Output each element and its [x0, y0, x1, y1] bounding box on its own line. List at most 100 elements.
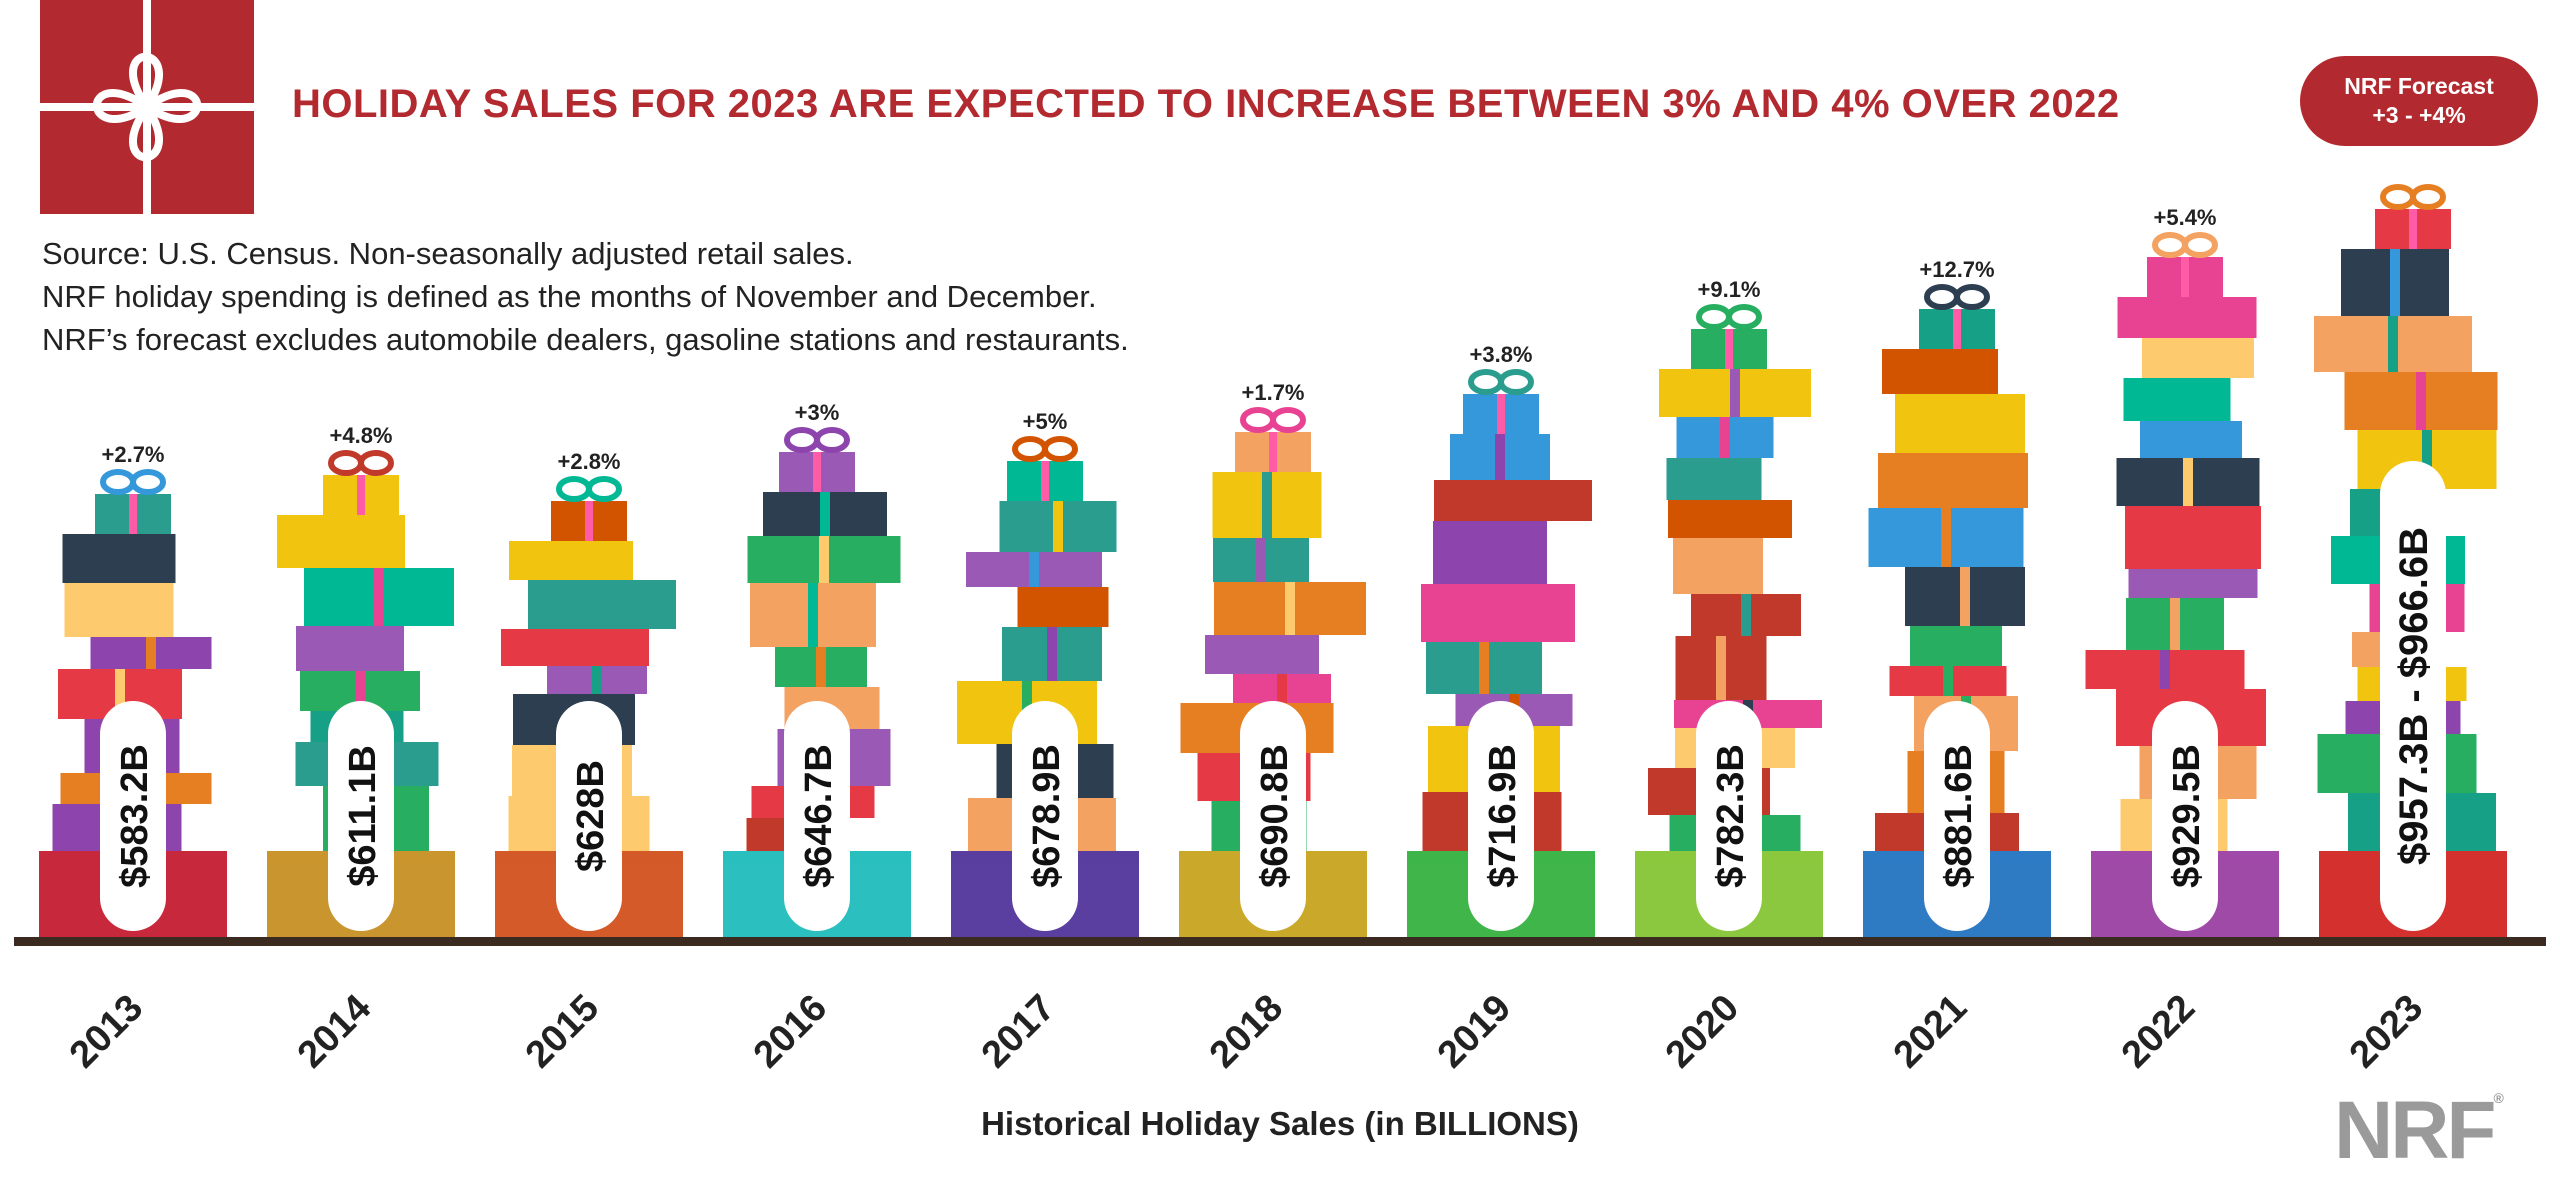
- x-axis-label: Historical Holiday Sales (in BILLIONS): [981, 1105, 1579, 1142]
- growth-label: +5%: [1023, 409, 1068, 434]
- value-pill: [1012, 701, 1078, 931]
- gift-bow-icon: [814, 427, 850, 453]
- gift-ribbon: [1953, 309, 1961, 349]
- gift-ribbon: [1725, 329, 1733, 369]
- gift-bow-icon: [1240, 407, 1276, 433]
- value-pill: [1468, 701, 1534, 931]
- growth-label: +2.7%: [102, 442, 165, 467]
- source-note: Source: U.S. Census. Non-seasonally adju…: [42, 236, 854, 271]
- gift-ribbon: [2390, 249, 2400, 316]
- x-tick-label: 2015: [518, 987, 607, 1076]
- gift-ribbon: [1277, 674, 1287, 703]
- growth-label: +12.7%: [1919, 257, 1994, 282]
- gift-bow-icon: [2380, 184, 2416, 210]
- value-pill: [100, 701, 166, 931]
- value-label: $957.3B - $966.6B: [2392, 527, 2436, 865]
- gift-box: [1673, 538, 1763, 594]
- gift-ribbon: [819, 536, 829, 583]
- gift-ribbon: [355, 671, 365, 711]
- gift-ribbon: [1285, 582, 1295, 635]
- bar-2014: +4.8% $611.1B: [267, 423, 455, 937]
- gift-ribbon: [146, 637, 156, 669]
- gift-ribbon: [1741, 594, 1751, 636]
- gift-ribbon-icon: [40, 0, 254, 214]
- bar-2015: +2.8% $628B: [495, 449, 683, 937]
- gift-ribbon: [1256, 538, 1266, 582]
- gift-box: [1910, 626, 2002, 666]
- value-pill: [2152, 701, 2218, 931]
- forecast-badge-title: NRF Forecast: [2344, 73, 2494, 100]
- gift-bow-icon: [1270, 407, 1306, 433]
- gift-ribbon: [1479, 642, 1489, 694]
- growth-label: +1.7%: [1242, 380, 1305, 405]
- gift-bow-icon: [1012, 436, 1048, 462]
- growth-label: +9.1%: [1698, 277, 1761, 302]
- gift-box: [1895, 394, 2025, 453]
- x-tick-label: 2017: [974, 987, 1063, 1076]
- source-note: NRF’s forecast excludes automobile deale…: [42, 322, 1129, 357]
- gift-bow-icon: [1696, 304, 1732, 330]
- gift-bow-icon: [2410, 184, 2446, 210]
- forecast-badge-range: +3 - +4%: [2372, 102, 2466, 128]
- gift-bow-icon: [1498, 369, 1534, 395]
- registered-mark: ®: [2493, 1090, 2504, 1106]
- gift-bow-icon: [2152, 232, 2188, 258]
- x-tick-label: 2014: [290, 987, 379, 1076]
- gift-bow-icon: [1468, 369, 1504, 395]
- gift-bow-icon: [130, 469, 166, 495]
- bar-2019: +3.8% $716.9B: [1407, 342, 1595, 937]
- gift-box: [1433, 521, 1547, 584]
- x-tick-label: 2013: [62, 987, 151, 1076]
- value-label: $716.9B: [1482, 744, 1524, 888]
- nrf-logo: NRF®: [2334, 1084, 2504, 1178]
- gift-ribbon: [808, 583, 818, 647]
- x-tick-label: 2019: [1430, 987, 1519, 1076]
- gift-box: [1434, 480, 1592, 521]
- bar-2017: +5% $678.9B: [951, 409, 1139, 937]
- gift-box: [1205, 635, 1319, 674]
- gift-ribbon: [2416, 372, 2426, 430]
- gift-ribbon: [1029, 552, 1039, 587]
- gift-box: [62, 534, 176, 583]
- gift-ribbon: [816, 647, 826, 687]
- growth-label: +3%: [795, 400, 840, 425]
- value-pill: [2380, 461, 2446, 931]
- growth-label: +2.8%: [558, 449, 621, 474]
- gift-logo: [40, 0, 254, 214]
- value-label: $611.1B: [342, 745, 384, 887]
- x-tick-label: 2018: [1202, 987, 1291, 1076]
- gift-ribbon: [129, 494, 137, 534]
- bar-2016: +3% $646.7B: [723, 400, 911, 937]
- gift-ribbon: [1262, 472, 1272, 538]
- value-pill: [556, 701, 622, 931]
- gift-box: [2128, 569, 2258, 598]
- gift-ribbon: [1495, 434, 1505, 480]
- bar-2013: +2.7% $583.2B: [39, 442, 227, 937]
- bar-2020: +9.1% $782.3B: [1635, 277, 1823, 937]
- value-pill: [1240, 701, 1306, 931]
- value-pill: [1924, 701, 1990, 931]
- gift-bow-icon: [2182, 232, 2218, 258]
- source-notes: Source: U.S. Census. Non-seasonally adju…: [42, 232, 1129, 361]
- gift-box: [1668, 500, 1792, 538]
- gift-box: [1882, 349, 1998, 394]
- gift-bow-icon: [1924, 284, 1960, 310]
- value-label: $628B: [570, 760, 612, 872]
- x-tick-label: 2022: [2114, 987, 2203, 1076]
- gift-box: [501, 629, 649, 666]
- gift-ribbon: [585, 501, 593, 541]
- gift-box: [2125, 506, 2261, 569]
- gift-ribbon: [2181, 257, 2189, 297]
- gift-box: [1666, 458, 1762, 500]
- source-note: NRF holiday spending is defined as the m…: [42, 279, 1097, 314]
- gift-ribbon: [1960, 567, 1970, 626]
- value-label: $646.7B: [798, 744, 840, 888]
- gift-bow-icon: [784, 427, 820, 453]
- x-tick-label: 2016: [746, 987, 835, 1076]
- gift-ribbon: [1941, 508, 1951, 567]
- gift-ribbon: [2409, 209, 2417, 249]
- page-title: HOLIDAY SALES FOR 2023 ARE EXPECTED TO I…: [292, 82, 2120, 126]
- gift-ribbon: [1041, 461, 1049, 501]
- value-label: $690.8B: [1254, 744, 1296, 888]
